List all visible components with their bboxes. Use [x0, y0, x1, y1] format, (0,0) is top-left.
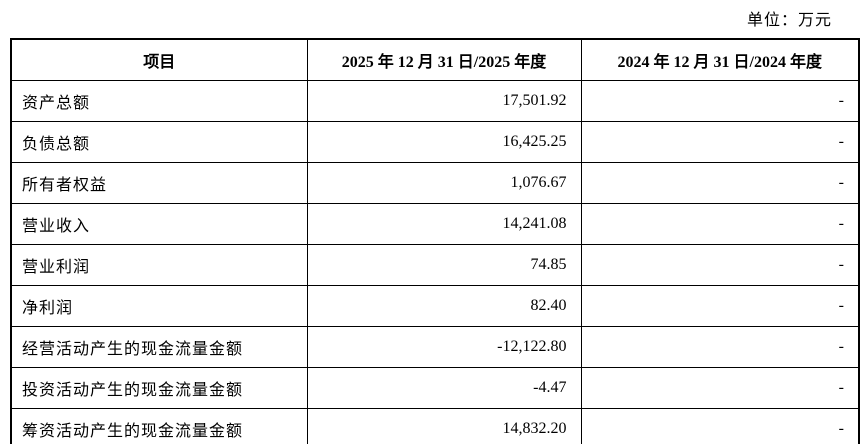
value-2024: - [580, 244, 860, 286]
value-2025: 16,425.25 [306, 121, 582, 163]
table-body: 资产总额 17,501.92- 负债总额 16,425.25- 所有者权益 1,076.6… [10, 80, 860, 444]
item-label: 资产总额 [10, 80, 308, 122]
table-row: 营业收入 14,241.08- [10, 203, 860, 245]
value-2024: - [580, 408, 860, 444]
item-label: 投资活动产生的现金流量金额 [10, 367, 308, 409]
table-row: 资产总额 17,501.92- [10, 80, 860, 122]
table-row: 营业利润 74.85- [10, 244, 860, 286]
unit-label: 单位：万元 [746, 12, 832, 29]
value-2024: - [580, 326, 860, 368]
table-header-row: 项目 2025 年 12 月 31 日/2025 年度 2024 年 12 月 … [10, 38, 860, 81]
value-2024: - [580, 80, 860, 122]
table-row: 经营活动产生的现金流量金额 -12,122.80- [10, 326, 860, 368]
value-2025: 14,241.08 [306, 203, 582, 245]
item-label: 净利润 [10, 285, 308, 327]
item-label: 筹资活动产生的现金流量金额 [10, 408, 308, 444]
value-2024: - [580, 367, 860, 409]
table-row: 所有者权益 1,076.67- [10, 162, 860, 204]
table-row: 负债总额 16,425.25- [10, 121, 860, 163]
value-2025: 1,076.67 [306, 162, 582, 204]
value-2025: 74.85 [306, 244, 582, 286]
table-row: 筹资活动产生的现金流量金额 14,832.20- [10, 408, 860, 444]
item-label: 所有者权益 [10, 162, 308, 204]
value-2024: - [580, 162, 860, 204]
header-period-2024: 2024 年 12 月 31 日/2024 年度 [580, 38, 860, 81]
item-label: 经营活动产生的现金流量金额 [10, 326, 308, 368]
item-label: 负债总额 [10, 121, 308, 163]
value-2025: 14,832.20 [306, 408, 582, 444]
header-item: 项目 [10, 38, 308, 81]
value-2024: - [580, 285, 860, 327]
value-2025: -12,122.80 [306, 326, 582, 368]
value-2025: -4.47 [306, 367, 582, 409]
value-2025: 17,501.92 [306, 80, 582, 122]
header-period-2025: 2025 年 12 月 31 日/2025 年度 [306, 38, 582, 81]
value-2024: - [580, 203, 860, 245]
item-label: 营业收入 [10, 203, 308, 245]
value-2025: 82.40 [306, 285, 582, 327]
table-row: 投资活动产生的现金流量金额 -4.47- [10, 367, 860, 409]
value-2024: - [580, 121, 860, 163]
table-row: 净利润 82.40- [10, 285, 860, 327]
financial-summary-table: 项目 2025 年 12 月 31 日/2025 年度 2024 年 12 月 … [10, 38, 860, 444]
item-label: 营业利润 [10, 244, 308, 286]
